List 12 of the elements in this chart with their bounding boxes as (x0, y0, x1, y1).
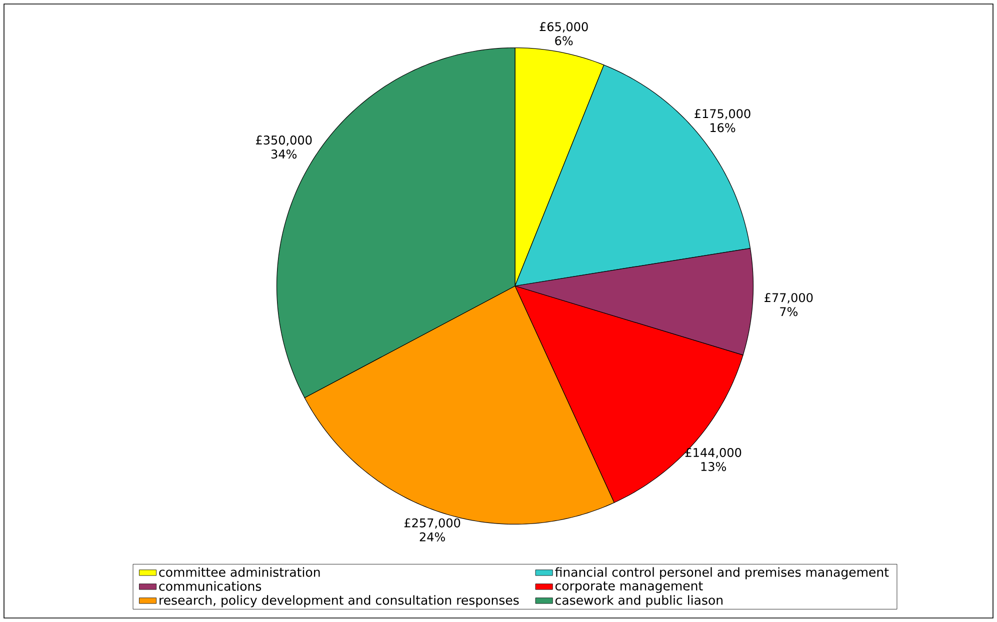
data-label: £65,000 6% (540, 22, 588, 46)
legend-label: research, policy development and consultation responses (160, 595, 519, 608)
legend-label: communications (159, 581, 262, 591)
data-label: £144,000 13% (685, 448, 742, 472)
data-label: £350,000 34% (256, 136, 312, 159)
data-label: £257,000 24% (404, 518, 460, 542)
legend-label: casework and public liason (555, 595, 722, 608)
data-label: £175,000 16% (694, 109, 750, 132)
legend-label: corporate management (555, 582, 703, 593)
data-label: £77,000 7% (764, 293, 813, 316)
legend-label: committee administration (159, 567, 320, 577)
legend-label: financial control personel and premises management (555, 567, 889, 580)
